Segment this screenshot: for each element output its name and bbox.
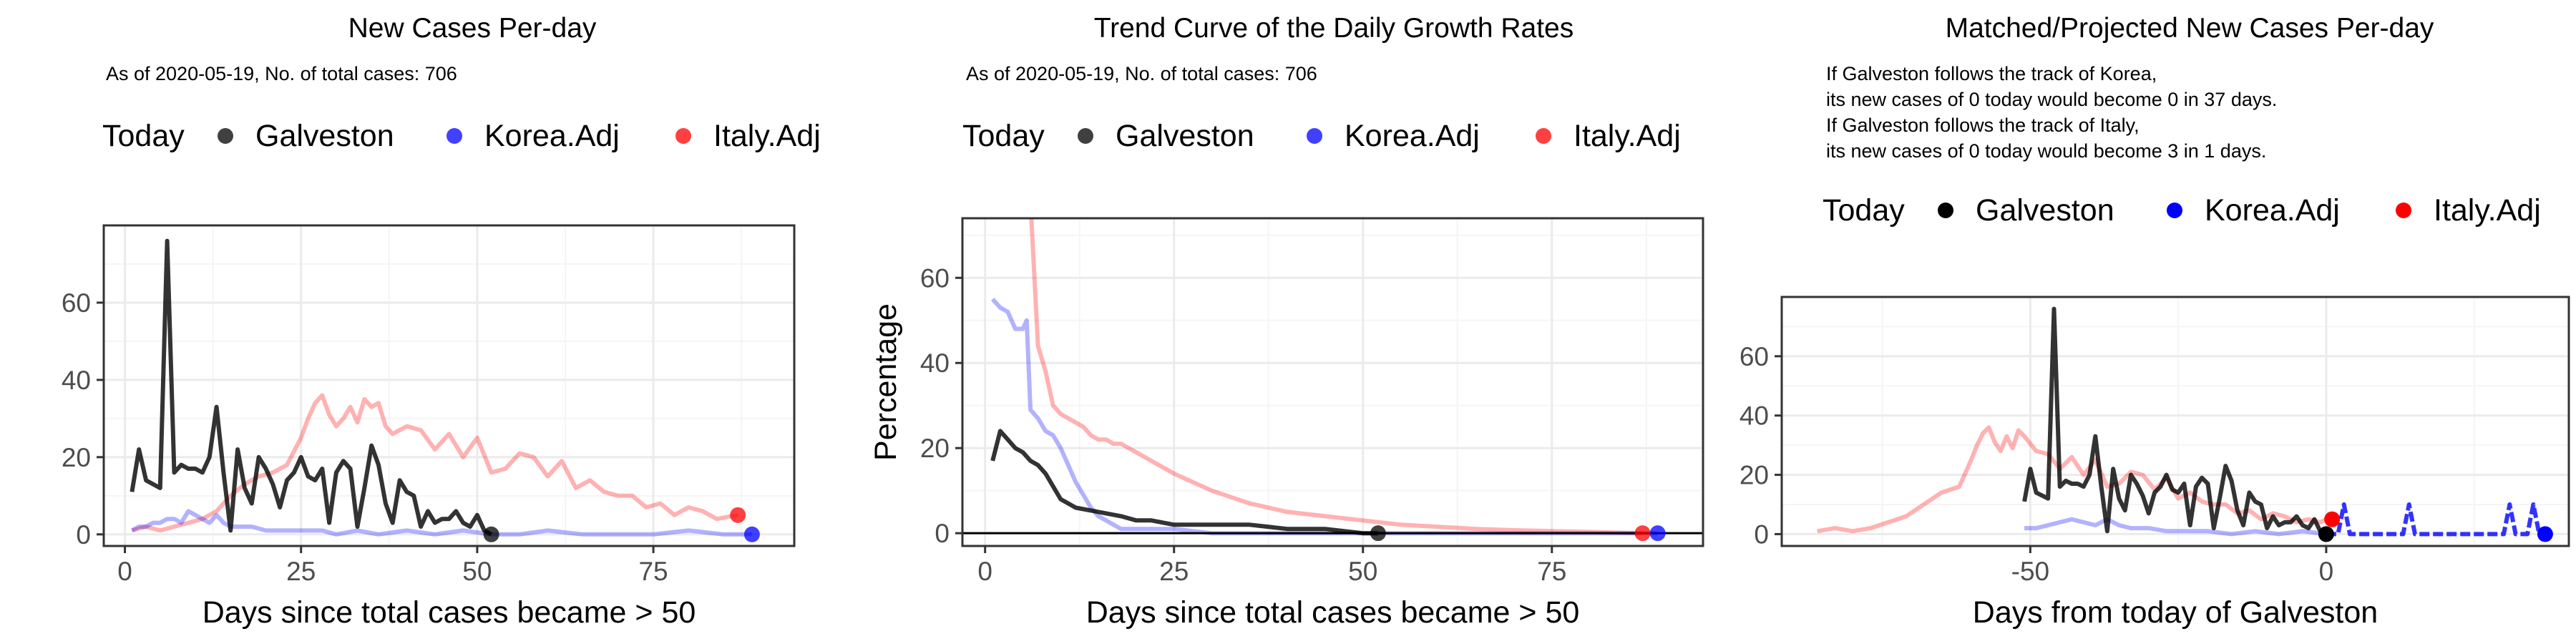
x-tick-label: 0: [977, 557, 992, 586]
x-tick-label: -50: [2011, 557, 2049, 586]
today-point-korea-adj: [1649, 525, 1666, 542]
y-tick-label: 20: [1740, 461, 1769, 490]
legend-label: Korea.Adj: [1345, 119, 1480, 153]
legend-label: Galveston: [1976, 193, 2114, 228]
plot-area: [1817, 306, 2545, 537]
legend-title: Today: [1823, 193, 1905, 228]
series-line-korea-adj: [990, 298, 1658, 536]
today-point-italy-adj: [2324, 511, 2341, 527]
series-line-italy-adj: [1029, 218, 1643, 536]
projection-note: If Galveston follows the track of Italy,: [1826, 114, 2140, 136]
x-axis-title: Days since total cases became > 50: [203, 595, 696, 630]
plot-area: [962, 218, 1703, 536]
x-tick-label: 25: [286, 557, 316, 586]
legend-label: Korea.Adj: [484, 119, 620, 153]
today-point-italy-adj: [730, 507, 746, 523]
projection-note: its new cases of 0 today would become 0 …: [1826, 89, 2277, 110]
legend-marker-italy-adj: [2396, 203, 2411, 218]
y-tick-label: 0: [76, 520, 91, 550]
legend-marker-galveston: [1078, 128, 1093, 144]
chart-title: New Cases Per-day: [348, 13, 597, 44]
series-line-korea-adj: [130, 509, 752, 537]
y-tick-label: 0: [935, 519, 950, 548]
y-tick-label: 40: [62, 366, 91, 395]
x-tick-label: 50: [1348, 557, 1377, 586]
series-line-korea-adj-projection: [2326, 502, 2545, 537]
x-tick-label: 75: [638, 557, 668, 586]
series-line-galveston: [2022, 306, 2328, 537]
legend-marker-korea-adj: [1307, 128, 1322, 144]
today-point-galveston: [1370, 525, 1386, 542]
y-axis-title: Percentage: [869, 303, 903, 461]
chart-3: Matched/Projected New Cases Per-day If Ga…: [1740, 13, 2570, 630]
legend: Today Galveston Korea.Adj Italy.Adj: [1823, 193, 2541, 228]
today-point-galveston: [483, 526, 499, 542]
legend-marker-korea-adj: [2167, 203, 2182, 218]
y-tick-label: 20: [920, 434, 950, 463]
legend-label: Galveston: [1116, 119, 1254, 153]
chart-2: Trend Curve of the Daily Growth Rates As …: [869, 13, 1704, 630]
legend-title: Today: [102, 119, 185, 153]
grid: [104, 225, 794, 546]
legend-title: Today: [962, 119, 1045, 153]
legend-label: Galveston: [255, 119, 394, 153]
legend-label: Italy.Adj: [713, 119, 821, 153]
chart-title: Matched/Projected New Cases Per-day: [1946, 13, 2434, 44]
series-line-italy-adj: [131, 393, 738, 533]
legend-marker-korea-adj: [447, 128, 462, 144]
y-tick-label: 60: [920, 263, 950, 293]
legend-label: Italy.Adj: [1574, 119, 1681, 153]
legend-marker-italy-adj: [1536, 128, 1551, 144]
chart-subtitle: As of 2020-05-19, No. of total cases: 70…: [106, 63, 457, 84]
grid: [962, 218, 1703, 546]
x-tick-label: 25: [1159, 557, 1189, 586]
projection-note: If Galveston follows the track of Korea,: [1826, 63, 2157, 84]
x-axis-title: Days from today of Galveston: [1973, 595, 2378, 630]
panel-border: [961, 217, 1704, 547]
legend-label: Korea.Adj: [2205, 193, 2340, 228]
today-point-italy-adj: [1634, 525, 1651, 542]
x-axis-title: Days since total cases became > 50: [1086, 595, 1580, 630]
x-tick-label: 0: [117, 557, 132, 586]
y-tick-label: 40: [1740, 401, 1769, 431]
series-line-galveston: [130, 238, 493, 537]
y-tick-label: 60: [62, 288, 91, 318]
legend-marker-italy-adj: [675, 128, 691, 144]
chart-subtitle: As of 2020-05-19, No. of total cases: 70…: [966, 63, 1317, 84]
panel-border: [1780, 296, 2570, 547]
chart-title: Trend Curve of the Daily Growth Rates: [1094, 13, 1574, 44]
x-tick-label: 50: [462, 557, 492, 586]
chart-1: New Cases Per-day As of 2020-05-19, No. o…: [62, 13, 821, 630]
series-line-korea-adj: [2024, 517, 2327, 537]
series-line-italy-adj: [1817, 425, 2333, 534]
legend-marker-galveston: [218, 128, 233, 144]
projection-note: its new cases of 0 today would become 3 …: [1826, 140, 2266, 162]
y-tick-label: 40: [920, 348, 950, 378]
x-tick-label: 0: [2319, 557, 2334, 586]
today-point-korea-adj: [743, 526, 760, 542]
legend-label: Italy.Adj: [2434, 193, 2541, 228]
today-point-korea-adj: [2537, 526, 2553, 542]
legend: Today Galveston Korea.Adj Italy.Adj: [102, 119, 821, 153]
series-line-galveston: [990, 429, 1378, 536]
y-tick-label: 20: [62, 443, 91, 472]
y-tick-label: 60: [1740, 342, 1769, 371]
grid: [1782, 297, 2569, 546]
today-point-galveston: [2318, 526, 2334, 542]
x-tick-label: 75: [1537, 557, 1566, 586]
panel-border: [102, 224, 796, 547]
legend-marker-galveston: [1938, 203, 1953, 218]
legend: Today Galveston Korea.Adj Italy.Adj: [962, 119, 1681, 153]
plot-area: [130, 238, 752, 537]
y-tick-label: 0: [1754, 519, 1769, 549]
